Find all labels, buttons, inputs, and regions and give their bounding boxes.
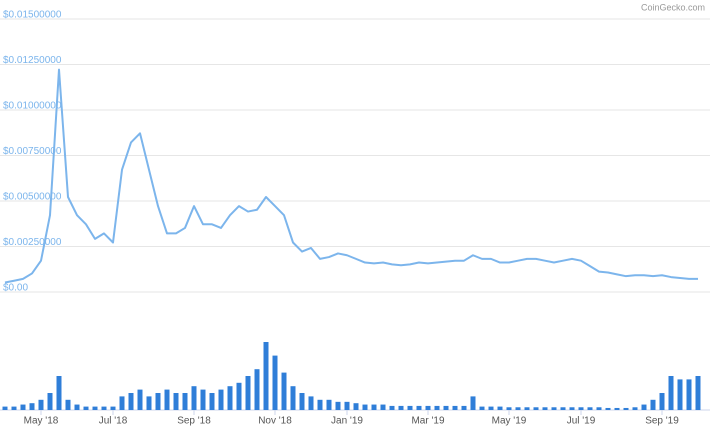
x-tick-label: May '18 (24, 416, 59, 427)
volume-bar (119, 396, 125, 410)
x-tick-label: Jul '19 (567, 416, 596, 427)
volume-bar (686, 379, 692, 410)
volume-bar (2, 406, 8, 410)
volume-bar (164, 389, 170, 410)
y-tick-label: $0.01250000 (3, 55, 62, 66)
volume-bar (155, 393, 161, 410)
volume-bar (578, 407, 584, 410)
volume-bar (560, 407, 566, 410)
volume-bar (362, 404, 368, 410)
volume-bar (551, 407, 557, 410)
volume-bar (461, 405, 467, 410)
volume-bar (695, 376, 701, 410)
y-tick-label: $0.01500000 (3, 10, 62, 21)
volume-bar (479, 406, 485, 410)
x-tick-label: Nov '18 (258, 416, 292, 427)
x-tick-label: May '19 (492, 416, 527, 427)
volume-bar (524, 407, 530, 410)
y-tick-label: $0.00750000 (3, 146, 62, 157)
volume-bar (344, 401, 350, 410)
volume-bar (389, 405, 395, 410)
volume-bar (47, 393, 53, 410)
volume-bar (263, 342, 269, 410)
y-tick-label: $0.00250000 (3, 237, 62, 248)
volume-bar (533, 407, 539, 410)
volume-bar (236, 382, 242, 410)
y-tick-label: $0.00 (3, 283, 28, 294)
volume-bar (317, 399, 323, 410)
volume-bar (191, 386, 197, 410)
volume-bar (92, 406, 98, 410)
volume-bar (56, 376, 62, 410)
volume-bar (488, 406, 494, 410)
volume-bar (146, 396, 152, 410)
x-tick-label: Jan '19 (331, 416, 363, 427)
volume-bar (128, 393, 134, 410)
volume-bar (614, 407, 620, 410)
volume-bar (83, 406, 89, 410)
volume-bar (101, 406, 107, 410)
price-line (4, 68, 698, 284)
volume-bar (506, 407, 512, 410)
volume-bar (623, 407, 629, 410)
volume-bar (74, 404, 80, 410)
volume-bar (434, 405, 440, 410)
y-tick-label: $0.00500000 (3, 192, 62, 203)
volume-bar (416, 405, 422, 410)
volume-bar (605, 407, 611, 410)
volume-bar (335, 401, 341, 410)
volume-bar (569, 407, 575, 410)
volume-bar (371, 404, 377, 410)
volume-bar (470, 396, 476, 410)
volume-bar (353, 403, 359, 410)
volume-bar (407, 405, 413, 410)
volume-bar (245, 376, 251, 410)
volume-bar (20, 404, 26, 410)
volume-bar (65, 399, 71, 410)
volume-bar (677, 379, 683, 410)
volume-bar (443, 405, 449, 410)
volume-bar (326, 399, 332, 410)
x-tick-label: Jul '18 (99, 416, 128, 427)
x-tick-label: Sep '18 (177, 416, 211, 427)
volume-bar (182, 393, 188, 410)
volume-bar (425, 405, 431, 410)
volume-bar (299, 393, 305, 410)
volume-bar (254, 369, 260, 410)
volume-bar (29, 403, 35, 410)
volume-bar (11, 406, 17, 410)
volume-bar (659, 393, 665, 410)
volume-bar (110, 406, 116, 410)
volume-bar (452, 405, 458, 410)
volume-bar (668, 376, 674, 410)
volume-bar (632, 407, 638, 410)
volume-bar (272, 355, 278, 410)
volume-bar (650, 399, 656, 410)
volume-bar (398, 405, 404, 410)
x-tick-label: Mar '19 (411, 416, 444, 427)
volume-bar (497, 406, 503, 410)
volume-bar (38, 399, 44, 410)
volume-bar (200, 389, 206, 410)
volume-bar (209, 393, 215, 410)
x-tick-label: Sep '19 (645, 416, 679, 427)
volume-bar (380, 404, 386, 410)
volume-bar (227, 386, 233, 410)
volume-bar (281, 372, 287, 410)
y-tick-label: $0.01000000 (3, 101, 62, 112)
watermark: CoinGecko.com (641, 2, 705, 12)
volume-bar (218, 389, 224, 410)
volume-bar (308, 396, 314, 410)
volume-bar (542, 407, 548, 410)
volume-bar (641, 404, 647, 410)
volume-bar (587, 407, 593, 410)
volume-bar (290, 386, 296, 410)
volume-bar (515, 407, 521, 410)
volume-bar (173, 393, 179, 410)
volume-bar (137, 389, 143, 410)
volume-bar (596, 407, 602, 410)
